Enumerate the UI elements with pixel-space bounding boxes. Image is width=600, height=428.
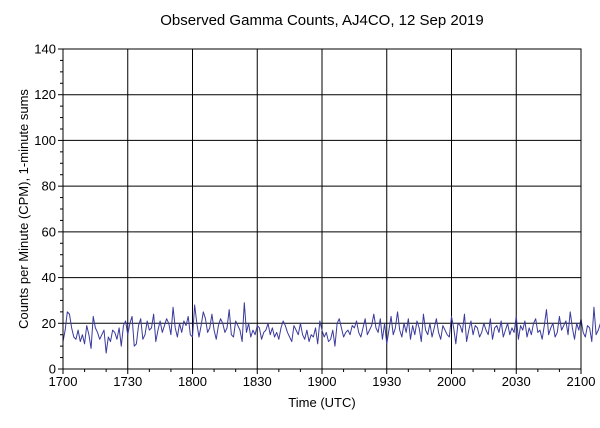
y-axis: 0 20 40 60 80 100 120 140 bbox=[34, 42, 63, 377]
x-tick-label: 2030 bbox=[502, 374, 531, 389]
x-tick-label: 1830 bbox=[243, 374, 272, 389]
x-tick-label: 1730 bbox=[113, 374, 142, 389]
series-line bbox=[62, 302, 600, 354]
y-tick-label: 20 bbox=[42, 316, 56, 331]
series-layer bbox=[62, 302, 600, 354]
x-tick-label: 1700 bbox=[49, 374, 78, 389]
y-tick-label: 0 bbox=[49, 362, 56, 377]
y-tick-label: 60 bbox=[42, 224, 56, 239]
x-axis: 1700 1730 1800 1830 1900 1930 2000 2030 2100 bbox=[49, 369, 596, 389]
y-tick-label: 100 bbox=[34, 133, 56, 148]
x-tick-label: 1900 bbox=[308, 374, 337, 389]
y-axis-label: Counts per Minute (CPM), 1-minute sums bbox=[16, 89, 31, 329]
chart-title: Observed Gamma Counts, AJ4CO, 12 Sep 201… bbox=[160, 12, 484, 29]
grid bbox=[63, 49, 581, 369]
y-tick-label: 80 bbox=[42, 179, 56, 194]
x-axis-label: Time (UTC) bbox=[288, 395, 355, 410]
y-tick-label: 140 bbox=[34, 42, 56, 57]
y-tick-label: 120 bbox=[34, 87, 56, 102]
x-tick-label: 1930 bbox=[372, 374, 401, 389]
x-tick-label: 1800 bbox=[178, 374, 207, 389]
y-tick-label: 40 bbox=[42, 270, 56, 285]
x-tick-label: 2000 bbox=[437, 374, 466, 389]
x-tick-label: 2100 bbox=[567, 374, 596, 389]
